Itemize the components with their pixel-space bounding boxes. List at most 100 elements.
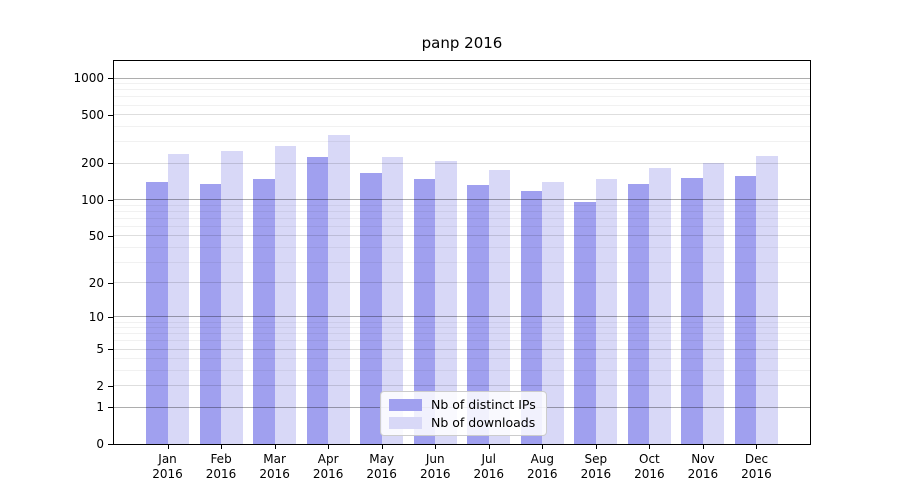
bar-aug-distinct-ips — [520, 191, 543, 444]
bar-jul-downloads — [488, 170, 511, 444]
x-tick-mark — [167, 445, 169, 449]
x-tick-mark — [488, 445, 490, 449]
x-tick-label-jun: Jun 2016 — [403, 452, 467, 482]
bar-mar-distinct-ips — [253, 178, 275, 444]
bar-nov-downloads — [702, 163, 725, 444]
y-tick-label: 2 — [96, 378, 104, 393]
y-tick-mark — [108, 316, 114, 318]
bar-aug-downloads — [542, 182, 564, 444]
x-label-year: 2016 — [366, 467, 397, 481]
bar-jun-downloads — [435, 160, 457, 444]
x-label-month: Jun — [425, 452, 445, 466]
x-tick-label-mar: Mar 2016 — [243, 452, 307, 482]
x-label-month: Oct — [639, 452, 660, 466]
bar-dec-downloads — [756, 156, 778, 444]
legend-swatch-downloads — [389, 416, 422, 429]
x-tick-mark — [649, 445, 651, 449]
x-label-year: 2016 — [152, 467, 183, 481]
x-label-year: 2016 — [527, 467, 558, 481]
x-label-month: Feb — [210, 452, 232, 466]
x-tick-label-apr: Apr 2016 — [296, 452, 360, 482]
bar-dec-distinct-ips — [734, 175, 757, 444]
bar-may-distinct-ips — [360, 172, 382, 444]
x-tick-label-feb: Feb 2016 — [189, 452, 253, 482]
x-tick-mark — [381, 445, 383, 449]
y-tick-label: 1 — [96, 400, 104, 415]
y-tick-mark — [108, 407, 114, 409]
x-tick-label-aug: Aug 2016 — [510, 452, 574, 482]
x-label-year: 2016 — [259, 467, 290, 481]
x-label-year: 2016 — [205, 467, 237, 481]
y-tick-label: 0 — [96, 437, 104, 451]
y-tick-mark — [108, 78, 114, 80]
legend-swatch-distinct-ips — [389, 398, 422, 411]
chart-title: panp 2016 — [421, 34, 503, 52]
x-tick-label-jul: Jul 2016 — [457, 452, 521, 482]
bar-feb-distinct-ips — [199, 184, 222, 444]
x-label-month: Dec — [744, 452, 769, 466]
legend-item-downloads: Nb of downloads — [389, 415, 536, 430]
x-label-year: 2016 — [419, 467, 451, 481]
bar-jan-distinct-ips — [146, 181, 168, 444]
bar-nov-distinct-ips — [681, 178, 703, 444]
bar-jun-distinct-ips — [413, 179, 436, 444]
legend-label-downloads: Nb of downloads — [431, 415, 536, 430]
x-tick-mark — [328, 445, 330, 449]
x-label-month: Jul — [481, 452, 496, 466]
bar-sep-downloads — [595, 179, 618, 444]
y-tick-mark — [108, 385, 114, 387]
x-label-year: 2016 — [687, 467, 719, 481]
y-tick-label: 50 — [88, 228, 104, 243]
bar-jan-downloads — [167, 154, 190, 444]
x-tick-label-may: May 2016 — [350, 452, 414, 482]
y-tick-label: 20 — [88, 275, 104, 290]
x-label-month: May — [369, 452, 395, 466]
bar-jul-distinct-ips — [467, 185, 489, 444]
bars-layer — [114, 61, 810, 444]
x-label-month: Nov — [691, 452, 715, 466]
bar-feb-downloads — [221, 151, 243, 444]
bar-mar-downloads — [274, 146, 297, 444]
x-label-month: Jan — [158, 452, 177, 466]
bar-apr-distinct-ips — [306, 157, 329, 444]
legend: Nb of distinct IPs Nb of downloads — [380, 391, 547, 436]
legend-label-distinct-ips: Nb of distinct IPs — [431, 397, 536, 412]
y-tick-label: 1000 — [73, 71, 104, 86]
plot-area: Nb of distinct IPs Nb of downloads — [113, 60, 811, 445]
bar-sep-distinct-ips — [574, 202, 596, 444]
x-tick-label-nov: Nov 2016 — [671, 452, 735, 482]
y-tick-mark — [108, 199, 114, 201]
y-tick-mark — [108, 235, 114, 237]
x-label-month: Sep — [584, 452, 608, 466]
bar-oct-distinct-ips — [627, 184, 650, 444]
y-tick-label: 200 — [81, 156, 104, 171]
x-tick-mark — [595, 445, 597, 449]
x-tick-label-jan: Jan 2016 — [136, 452, 200, 482]
y-tick-mark — [108, 114, 114, 116]
x-label-year: 2016 — [741, 467, 772, 481]
y-tick-mark — [108, 282, 114, 284]
x-label-year: 2016 — [580, 467, 612, 481]
x-tick-mark — [702, 445, 704, 449]
y-tick-mark — [108, 349, 114, 351]
x-tick-label-dec: Dec 2016 — [724, 452, 788, 482]
x-label-month: Mar — [263, 452, 286, 466]
x-tick-mark — [756, 445, 758, 449]
x-tick-mark — [435, 445, 437, 449]
bar-oct-downloads — [649, 168, 671, 444]
x-label-month: Aug — [530, 452, 555, 466]
bar-apr-downloads — [328, 134, 350, 444]
x-label-month: Apr — [317, 452, 339, 466]
legend-item-distinct-ips: Nb of distinct IPs — [389, 397, 536, 412]
bar-may-downloads — [381, 157, 404, 444]
x-label-year: 2016 — [312, 467, 344, 481]
x-tick-mark — [274, 445, 276, 449]
x-tick-mark — [542, 445, 544, 449]
y-tick-label: 5 — [96, 342, 104, 357]
x-label-year: 2016 — [634, 467, 665, 481]
x-tick-label-oct: Oct 2016 — [617, 452, 681, 482]
y-tick-label: 100 — [81, 192, 104, 207]
y-tick-mark — [108, 444, 114, 445]
y-tick-mark — [108, 163, 114, 165]
